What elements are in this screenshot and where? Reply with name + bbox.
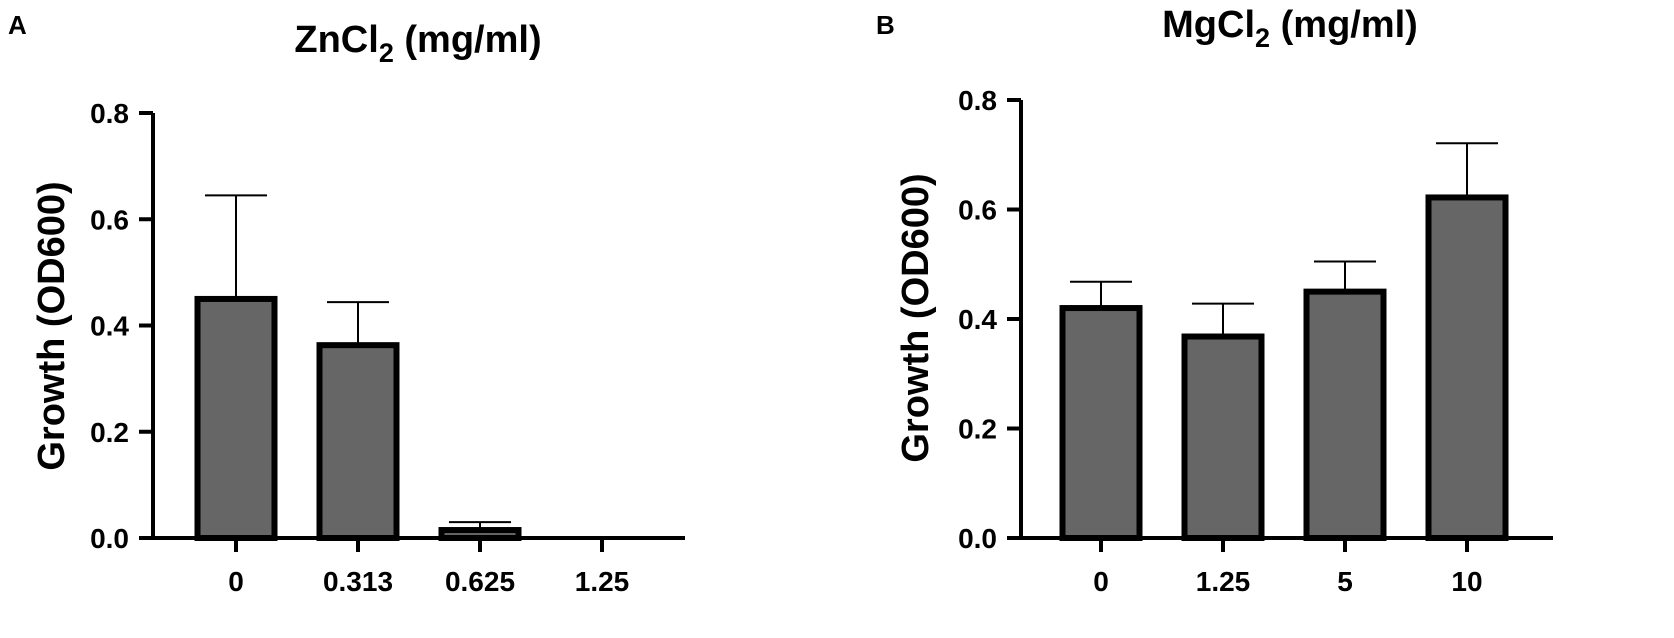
y-tick-label: 0.6	[958, 195, 997, 226]
title-subscript: 2	[1255, 23, 1270, 53]
title-rest: (mg/ml)	[1270, 4, 1418, 46]
y-tick-label: 0.8	[90, 98, 129, 129]
chart-title: ZnCl2 (mg/ml)	[294, 19, 541, 68]
panel-b: B MgCl2 (mg/ml) Growth (OD600) 0.0 0.2 0.4…	[876, 4, 1553, 597]
y-axis-label: Growth (OD600)	[895, 173, 937, 462]
title-base: ZnCl	[294, 19, 378, 61]
x-tick-label: 0.625	[445, 566, 515, 597]
panel-letter: A	[8, 10, 27, 40]
bar	[1059, 305, 1143, 541]
bar	[1425, 194, 1509, 542]
x-tick-label: 5	[1337, 566, 1353, 597]
plot-area: 0.0 0.2 0.4 0.6 0.8 0 1.25 5 10	[958, 85, 1553, 597]
y-tick-label: 0.2	[958, 414, 997, 445]
x-tick-label: 10	[1451, 566, 1482, 597]
y-tick-label: 0.4	[90, 311, 129, 342]
y-tick-label: 0.4	[958, 304, 997, 335]
x-tick-label: 0.313	[323, 566, 393, 597]
panel-a: A ZnCl2 (mg/ml) Growth (OD600) 0.0 0.2 0.4…	[8, 10, 685, 597]
bar	[194, 295, 278, 541]
y-tick-label: 0.8	[958, 85, 997, 116]
x-tick-label: 0	[228, 566, 244, 597]
bar	[1181, 333, 1265, 541]
y-axis-label: Growth (OD600)	[31, 181, 73, 470]
chart-title: MgCl2 (mg/ml)	[1162, 4, 1418, 53]
y-tick-label: 0.0	[958, 523, 997, 554]
title-subscript: 2	[379, 38, 394, 68]
panel-letter: B	[876, 10, 895, 40]
title-rest: (mg/ml)	[394, 19, 542, 61]
bar	[438, 527, 522, 541]
y-tick-label: 0.2	[90, 417, 129, 448]
x-tick-label: 1.25	[575, 566, 630, 597]
y-tick-label: 0.0	[90, 523, 129, 554]
y-tick-label: 0.6	[90, 204, 129, 235]
x-tick-label: 0	[1093, 566, 1109, 597]
x-tick-label: 1.25	[1196, 566, 1251, 597]
plot-area: 0.0 0.2 0.4 0.6 0.8 0 0.313 0.625 1.25	[90, 98, 685, 597]
title-base: MgCl	[1162, 4, 1255, 46]
bar	[316, 342, 400, 541]
bar	[1303, 288, 1387, 541]
